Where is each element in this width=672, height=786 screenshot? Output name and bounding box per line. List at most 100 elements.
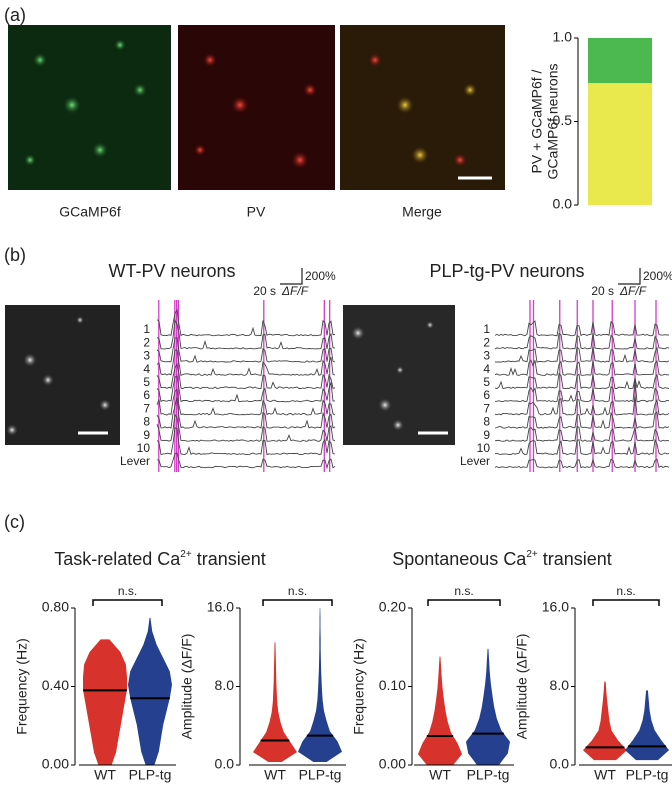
annotation: n.s. [118,584,137,598]
violin [418,656,462,765]
y-tick-label: 0.0 [553,196,573,212]
row-label: 4 [483,362,490,376]
scale-label: 20 s [253,284,276,298]
trace [156,413,336,442]
trace [156,318,336,350]
violin [583,681,627,761]
y-tick-label: 16.0 [542,599,569,615]
trace [156,397,336,429]
row-label: 6 [483,388,490,402]
micrograph [5,305,120,445]
panel-label: (c) [4,512,25,532]
trace [156,388,336,416]
y-axis-label: Frequency (Hz) [351,638,367,734]
trace [156,375,335,403]
y-axis-label: GCaMP6f neurons [545,64,561,180]
y-axis-label: PV + GCaMP6f / [529,69,545,173]
y-tick-label: 16.0 [207,599,234,615]
scale-label: 20 s [591,284,614,298]
bracket [92,599,163,606]
annotation: n.s. [288,584,307,598]
y-tick-label: 0.5 [553,112,573,128]
trace [494,395,670,416]
title-part: transient [192,549,266,569]
y-tick-label: 0.0 [215,756,235,772]
row-label: 5 [483,375,490,389]
y-tick-label: 8.0 [215,677,235,693]
trace [494,425,670,442]
violin [253,642,297,763]
row-label: 5 [143,375,150,389]
scale-bar [280,268,303,285]
row-label: 8 [483,415,490,429]
y-tick-label: 0.10 [379,677,406,693]
bar-segment [588,38,652,84]
row-label: 2 [143,335,150,349]
title-part: transient [538,549,612,569]
trace [156,308,336,337]
violin [128,617,172,765]
row-label: 6 [143,388,150,402]
scale-label: ΔF/F [619,284,647,298]
x-tick-label: PLP-tg [129,767,172,783]
trace [494,411,670,429]
violin [298,608,342,763]
y-tick-label: 0.00 [379,756,406,772]
row-label: 8 [143,415,150,429]
micrograph [178,25,335,190]
title-part: Spontaneous Ca [392,549,527,569]
bracket [427,599,501,606]
section-title: Task-related Ca2+ transient [54,549,266,569]
y-tick-label: 1.0 [553,29,573,45]
x-tick-label: WT [94,767,116,783]
annotation: n.s. [454,584,473,598]
bracket [262,599,333,606]
row-label: 7 [143,401,150,415]
row-label: 9 [143,428,150,442]
row-label: 9 [483,428,490,442]
trace [494,359,670,376]
violin [466,648,510,765]
trace [156,337,336,363]
row-label: 4 [143,362,150,376]
scale-label: 200% [305,269,336,283]
group-title: PLP-tg-PV neurons [429,261,584,281]
section-title: Spontaneous Ca2+ transient [392,549,612,569]
trace [494,332,670,350]
title-part: Task-related Ca [54,549,181,569]
x-tick-label: WT [264,767,286,783]
title-part: 2+ [180,549,192,560]
x-tick-label: WT [429,767,451,783]
x-tick-label: PLP-tg [626,767,669,783]
trace [156,427,336,456]
trace [494,438,670,456]
trace [156,349,336,377]
x-tick-label: WT [594,767,616,783]
x-tick-label: PLP-tg [467,767,510,783]
row-label: 1 [483,322,490,336]
annotation: n.s. [616,584,635,598]
trace [494,320,670,337]
y-axis-label: Amplitude (ΔF/F) [179,634,195,740]
bar-segment [588,83,652,205]
scale-bar [618,268,641,285]
row-label: 10 [477,441,491,455]
micrograph [8,25,171,190]
panel-label: (a) [4,5,26,25]
trace [156,362,336,390]
y-axis-label: Amplitude (ΔF/F) [514,634,530,740]
x-tick-label: PLP-tg [299,767,342,783]
trace [156,452,336,470]
title-part: 2+ [526,549,538,560]
scale-label: ΔF/F [281,284,309,298]
y-tick-label: 0.0 [550,756,570,772]
row-label: 2 [483,335,490,349]
panel-label: (b) [4,245,26,265]
trace [494,381,670,403]
scale-label: 200% [643,269,672,283]
row-label: 10 [137,441,151,455]
y-tick-label: 0.00 [42,756,69,772]
trace [494,346,670,363]
